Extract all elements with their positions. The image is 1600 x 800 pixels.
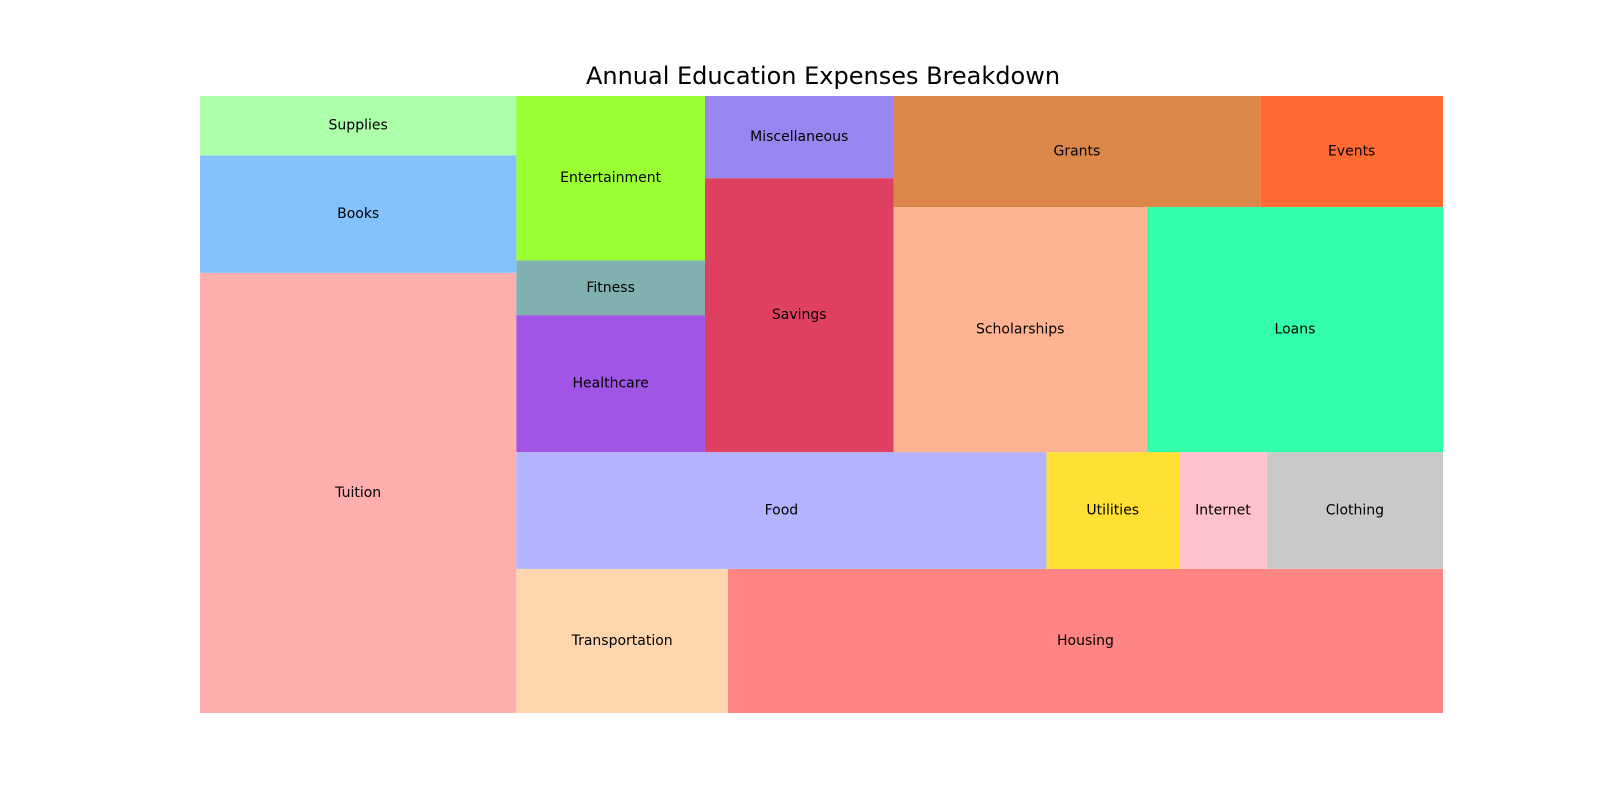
tile-label-scholarships: Scholarships [976,322,1064,338]
tile-label-books: Books [337,206,379,222]
tile-scholarships: Scholarships [893,207,1147,453]
tile-label-internet: Internet [1195,503,1251,519]
tile-events: Events [1260,96,1443,208]
tile-label-fitness: Fitness [586,280,635,296]
tile-rect-loans [1146,207,1443,453]
tile-label-loans: Loans [1275,322,1316,338]
tile-label-utilities: Utilities [1086,503,1139,519]
tile-grants: Grants [893,96,1261,208]
tile-label-food: Food [765,503,799,519]
tile-rect-supplies [200,96,517,156]
tile-label-entertainment: Entertainment [560,170,662,186]
tile-rect-food [516,452,1047,569]
tile-rect-books [200,155,517,273]
tile-label-events: Events [1328,144,1375,160]
tile-label-supplies: Supplies [329,118,388,134]
tile-rect-transportation [516,568,728,713]
tile-rect-housing [727,568,1443,713]
tile-books: Books [200,155,517,273]
tile-label-miscellaneous: Miscellaneous [750,129,848,145]
tile-housing: Housing [727,568,1443,713]
tile-rect-clothing [1266,452,1443,569]
tile-supplies: Supplies [200,96,517,156]
tile-transportation: Transportation [516,568,728,713]
tile-label-savings: Savings [772,307,827,323]
tile-rect-internet [1179,452,1267,569]
tile-label-tuition: Tuition [334,485,381,501]
tile-fitness: Fitness [516,260,705,316]
tile-loans: Loans [1146,207,1443,453]
tile-rect-miscellaneous [704,96,894,179]
tile-label-grants: Grants [1054,144,1101,160]
tile-rect-fitness [516,260,705,316]
tile-rect-events [1260,96,1443,208]
tile-rect-utilities [1046,452,1180,569]
tile-internet: Internet [1179,452,1267,569]
tile-clothing: Clothing [1266,452,1443,569]
tile-rect-entertainment [516,96,705,261]
tile-rect-savings [704,178,894,453]
tile-rect-grants [893,96,1261,208]
tile-label-transportation: Transportation [571,633,673,649]
tile-healthcare: Healthcare [516,315,705,453]
tile-miscellaneous: Miscellaneous [704,96,894,179]
tile-label-housing: Housing [1057,633,1114,649]
tile-savings: Savings [704,178,894,453]
tile-label-clothing: Clothing [1326,503,1384,519]
tile-label-healthcare: Healthcare [572,376,648,392]
tile-rect-healthcare [516,315,705,453]
tile-utilities: Utilities [1046,452,1180,569]
tile-entertainment: Entertainment [516,96,705,261]
chart-title: Annual Education Expenses Breakdown [585,62,1061,90]
tile-food: Food [516,452,1047,569]
tile-rect-tuition [200,272,517,713]
tile-rect-scholarships [893,207,1147,453]
tile-tuition: Tuition [200,272,517,713]
